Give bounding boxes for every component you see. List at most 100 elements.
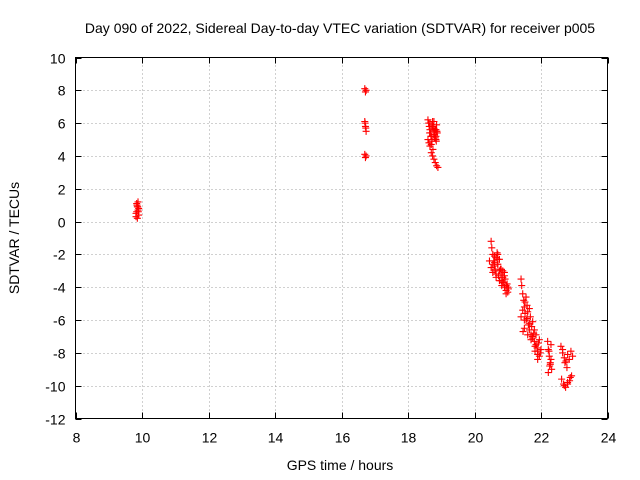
data-point	[499, 278, 507, 286]
x-axis-label: GPS time / hours	[287, 457, 394, 473]
plot-frame	[75, 57, 608, 419]
data-point	[495, 267, 503, 275]
data-point	[544, 369, 552, 377]
data-point	[563, 364, 571, 372]
data-point	[521, 298, 529, 306]
data-point	[434, 163, 442, 171]
x-tick-label: 18	[401, 430, 417, 446]
x-tick-label: 14	[268, 430, 284, 446]
data-point	[502, 290, 510, 298]
x-tick-label: 20	[468, 430, 484, 446]
data-point	[502, 282, 510, 290]
data-point	[537, 346, 545, 354]
data-point	[525, 305, 533, 313]
y-tick-label: 2	[58, 182, 66, 198]
x-tick-label: 16	[335, 430, 351, 446]
data-point	[526, 319, 534, 327]
data-point	[528, 332, 536, 340]
data-point	[428, 124, 436, 132]
data-point	[497, 265, 505, 273]
data-point	[520, 324, 528, 332]
data-point	[560, 382, 568, 390]
data-point	[430, 155, 438, 163]
data-point	[134, 203, 142, 211]
data-point	[426, 129, 434, 137]
data-point	[527, 336, 535, 344]
data-point	[517, 313, 525, 321]
data-point	[362, 86, 370, 94]
data-point	[559, 346, 567, 354]
x-tick-label: 22	[534, 430, 550, 446]
data-point	[564, 351, 572, 359]
data-point	[361, 150, 369, 158]
y-tick-label: 4	[58, 149, 66, 165]
data-point	[535, 352, 543, 360]
data-point	[433, 127, 441, 135]
data-point	[562, 357, 570, 365]
data-point	[500, 268, 508, 276]
data-point	[544, 337, 552, 345]
y-tick-label: 6	[58, 116, 66, 132]
data-point	[490, 252, 498, 260]
data-point	[426, 142, 434, 150]
data-point	[535, 336, 543, 344]
data-point	[524, 321, 532, 329]
data-point	[534, 355, 542, 363]
data-point	[518, 282, 526, 290]
data-point	[560, 354, 568, 362]
data-point	[569, 352, 577, 360]
data-point	[503, 280, 511, 288]
chart-title: Day 090 of 2022, Sidereal Day-to-day VTE…	[85, 20, 595, 36]
y-tick-label: -4	[53, 280, 66, 296]
axis-ticks	[75, 57, 609, 420]
y-tick-label: -8	[53, 346, 66, 362]
data-point	[134, 208, 142, 216]
data-point	[431, 134, 439, 142]
data-point	[546, 362, 554, 370]
data-point	[432, 132, 440, 140]
data-point	[504, 283, 512, 291]
data-point	[546, 360, 554, 368]
data-point	[517, 275, 525, 283]
data-point	[362, 152, 370, 160]
data-point	[568, 372, 576, 380]
data-point	[519, 328, 527, 336]
x-tick-label: 12	[202, 430, 218, 446]
data-point	[362, 124, 370, 132]
data-point	[523, 314, 531, 322]
data-point	[557, 342, 565, 350]
data-point	[561, 359, 569, 367]
x-tick-label: 24	[601, 430, 617, 446]
data-point	[530, 337, 538, 345]
data-point	[526, 313, 534, 321]
data-point	[133, 200, 141, 208]
data-point	[431, 159, 439, 167]
data-point	[564, 380, 572, 388]
data-point	[566, 373, 574, 381]
data-point	[524, 331, 532, 339]
x-tick-label: 10	[135, 430, 151, 446]
data-point	[489, 260, 497, 268]
data-point	[361, 119, 369, 127]
data-point	[532, 331, 540, 339]
data-point	[544, 346, 552, 354]
data-point	[545, 347, 553, 355]
data-point	[492, 270, 500, 278]
grid	[75, 57, 608, 419]
y-axis-label: SDTVAR / TECUs	[6, 182, 22, 294]
data-point	[490, 259, 498, 267]
y-tick-label: -6	[53, 313, 66, 329]
data-point	[487, 237, 495, 245]
data-point	[424, 136, 432, 144]
x-tick-labels: 8 10 12 14 16 18 20 22 24	[73, 430, 617, 446]
data-point	[491, 265, 499, 273]
data-point	[492, 254, 500, 262]
data-point	[494, 255, 502, 263]
data-point	[427, 149, 435, 157]
data-point	[429, 145, 437, 153]
data-point	[567, 347, 575, 355]
y-tick-label: -10	[45, 379, 65, 395]
data-point	[532, 341, 540, 349]
data-point	[430, 117, 438, 125]
